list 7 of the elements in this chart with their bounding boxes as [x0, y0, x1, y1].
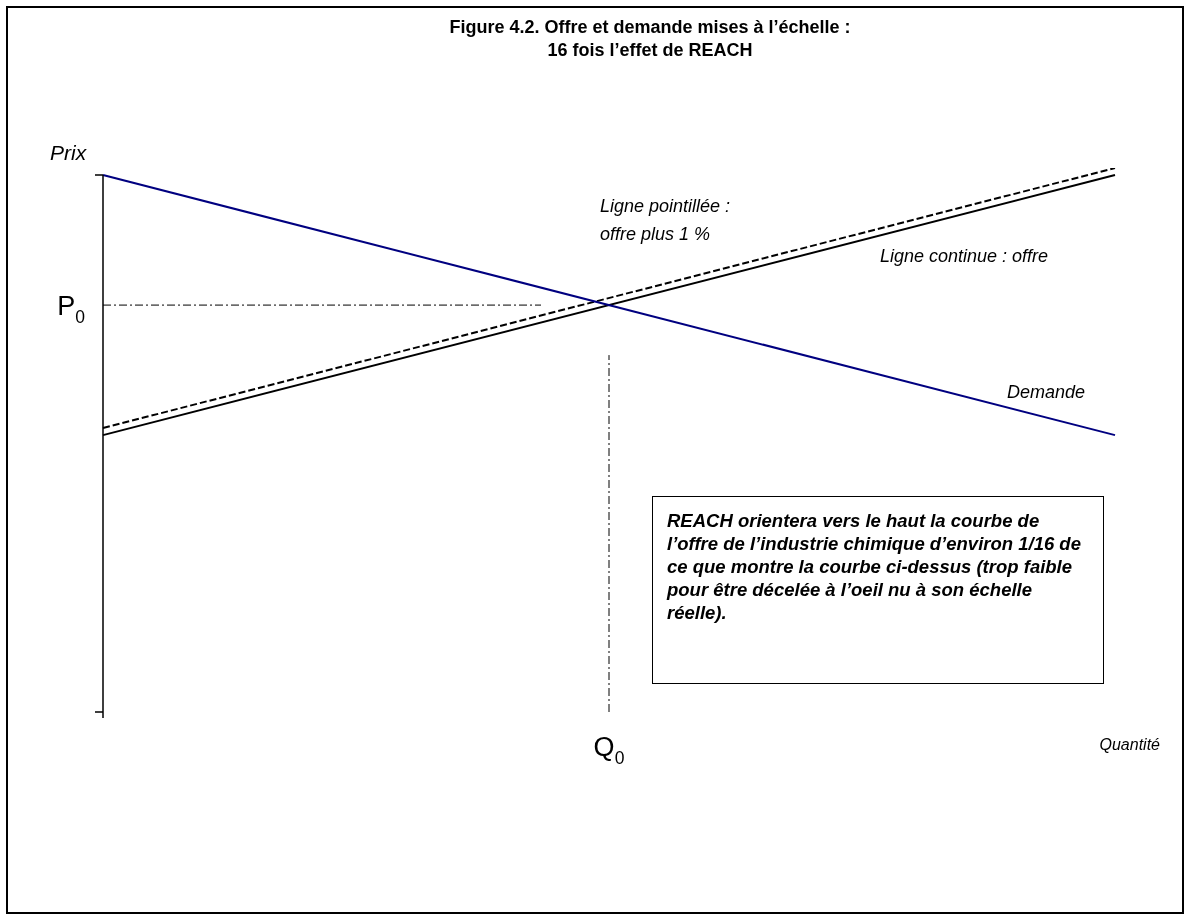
x-axis-title: Quantité: [1099, 736, 1161, 753]
series-label: Ligne continue : offre: [880, 246, 1049, 266]
series-label: Ligne pointillée : offre plus 1 %: [600, 196, 731, 244]
series-label: Demande: [1007, 382, 1086, 402]
annotation: REACH orientera vers le haut la courbe de l’offre de l’industrie chimique d’environ 1/16 de ce que montre la courbe ci-dessus (trop faible pour être décelée à l’oeil nu à son échelle réelle).: [652, 496, 1104, 684]
chart-title: Figure 4.2. Offre et demande mises à l’échelle : 16 fois l’effet de REACH: [448, 16, 852, 62]
y-axis-title: Prix: [50, 141, 88, 164]
